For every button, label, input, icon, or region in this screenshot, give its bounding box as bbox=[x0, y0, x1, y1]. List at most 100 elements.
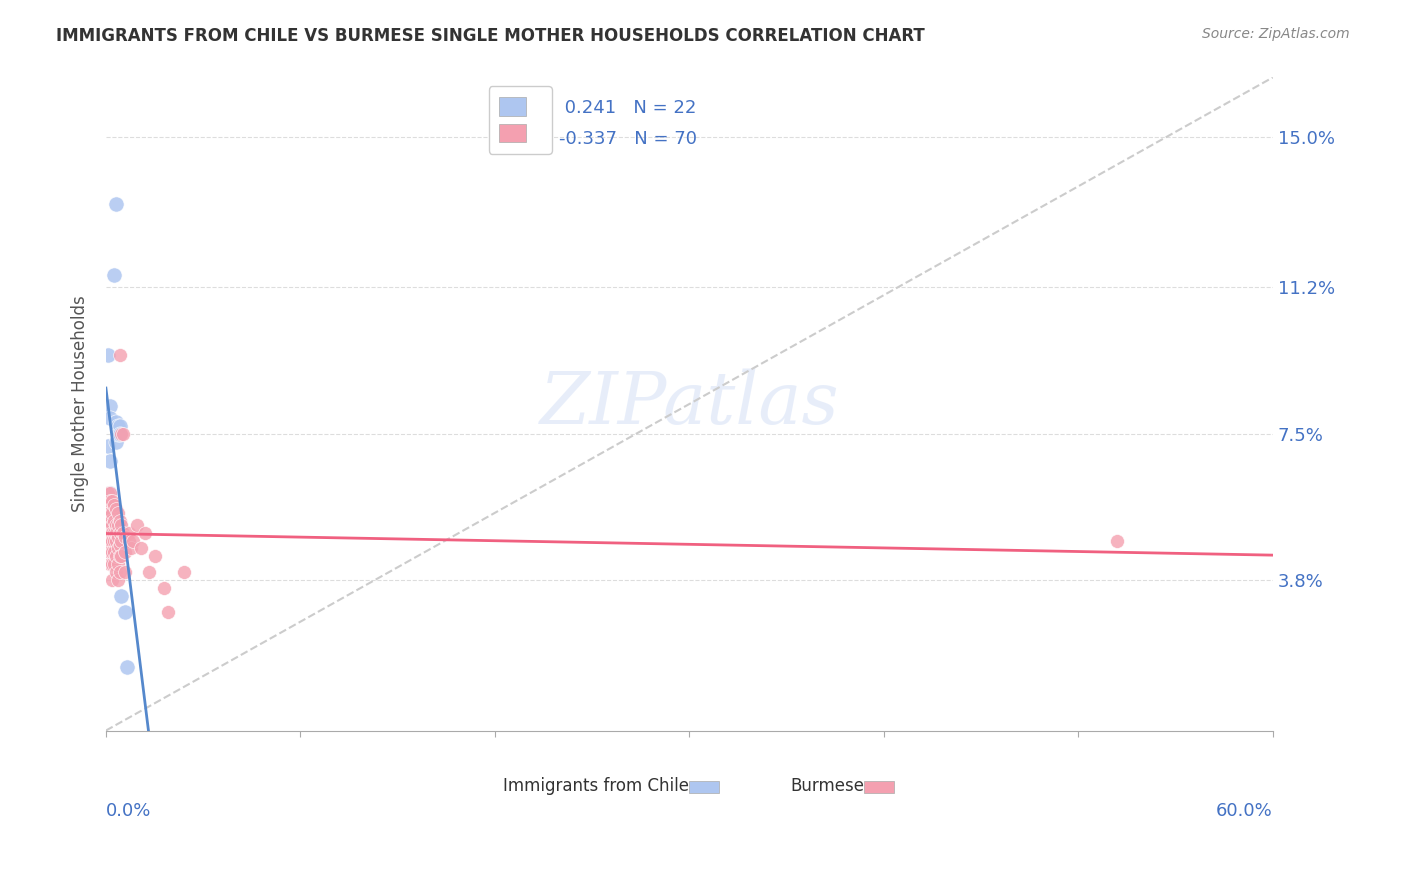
Point bbox=[107, 426, 129, 441]
Point bbox=[98, 545, 121, 559]
Point bbox=[107, 573, 129, 587]
Y-axis label: Single Mother Households: Single Mother Households bbox=[72, 295, 89, 512]
Point bbox=[114, 530, 136, 544]
Point bbox=[97, 486, 120, 500]
Text: 60.0%: 60.0% bbox=[1216, 802, 1272, 820]
Point bbox=[100, 502, 122, 516]
Point bbox=[122, 533, 145, 548]
Point bbox=[114, 545, 136, 559]
Point bbox=[107, 517, 129, 532]
Point bbox=[103, 514, 125, 528]
Point bbox=[134, 525, 156, 540]
Point bbox=[157, 605, 180, 619]
Point bbox=[100, 545, 122, 559]
Point bbox=[108, 566, 131, 580]
Point bbox=[98, 506, 121, 520]
Point bbox=[97, 498, 120, 512]
Point bbox=[108, 347, 131, 361]
Point bbox=[129, 541, 152, 556]
Point bbox=[114, 605, 136, 619]
Point bbox=[97, 517, 120, 532]
Text: Burmese: Burmese bbox=[790, 777, 865, 795]
Point bbox=[100, 494, 122, 508]
Point bbox=[97, 533, 120, 548]
Text: Source: ZipAtlas.com: Source: ZipAtlas.com bbox=[1202, 27, 1350, 41]
Point bbox=[98, 558, 121, 572]
Point bbox=[103, 517, 125, 532]
Point bbox=[108, 426, 131, 441]
Text: R =  0.241   N = 22: R = 0.241 N = 22 bbox=[520, 99, 696, 117]
Point bbox=[114, 566, 136, 580]
Point bbox=[104, 525, 127, 540]
Point bbox=[108, 418, 131, 433]
Point bbox=[104, 549, 127, 564]
Point bbox=[98, 486, 121, 500]
Point bbox=[98, 410, 121, 425]
Point bbox=[108, 537, 131, 551]
Point bbox=[98, 506, 121, 520]
Point bbox=[104, 517, 127, 532]
Point bbox=[98, 494, 121, 508]
Point bbox=[100, 517, 122, 532]
Point bbox=[104, 566, 127, 580]
Point bbox=[107, 530, 129, 544]
FancyBboxPatch shape bbox=[865, 780, 894, 793]
Point bbox=[110, 533, 132, 548]
Point bbox=[104, 502, 127, 516]
Text: ZIPatlas: ZIPatlas bbox=[540, 368, 839, 439]
Point bbox=[97, 347, 120, 361]
Point bbox=[100, 506, 122, 520]
Point bbox=[104, 197, 127, 211]
Point bbox=[97, 530, 120, 544]
Text: IMMIGRANTS FROM CHILE VS BURMESE SINGLE MOTHER HOUSEHOLDS CORRELATION CHART: IMMIGRANTS FROM CHILE VS BURMESE SINGLE … bbox=[56, 27, 925, 45]
Point bbox=[98, 399, 121, 413]
Point bbox=[1107, 533, 1129, 548]
Text: R = -0.337   N = 70: R = -0.337 N = 70 bbox=[520, 130, 697, 148]
Point bbox=[110, 426, 132, 441]
Point bbox=[173, 566, 195, 580]
Point bbox=[104, 434, 127, 449]
Text: 0.0%: 0.0% bbox=[105, 802, 152, 820]
Point bbox=[97, 525, 120, 540]
Point bbox=[107, 558, 129, 572]
Point bbox=[108, 525, 131, 540]
Point bbox=[98, 454, 121, 468]
Point bbox=[103, 506, 125, 520]
Point bbox=[110, 517, 132, 532]
Point bbox=[103, 558, 125, 572]
Point bbox=[108, 549, 131, 564]
Point bbox=[125, 517, 148, 532]
Point bbox=[143, 549, 166, 564]
Point bbox=[103, 268, 125, 283]
Point bbox=[98, 525, 121, 540]
Point bbox=[107, 506, 129, 520]
Point bbox=[104, 415, 127, 429]
Point bbox=[97, 439, 120, 453]
Point bbox=[118, 525, 141, 540]
Point bbox=[107, 418, 129, 433]
Point bbox=[117, 660, 139, 674]
FancyBboxPatch shape bbox=[689, 780, 718, 793]
Point bbox=[98, 514, 121, 528]
Point bbox=[103, 525, 125, 540]
Point bbox=[100, 533, 122, 548]
Point bbox=[98, 533, 121, 548]
Point bbox=[98, 486, 121, 500]
Point bbox=[110, 589, 132, 603]
Text: Immigrants from Chile: Immigrants from Chile bbox=[503, 777, 689, 795]
Point bbox=[97, 506, 120, 520]
Point bbox=[100, 522, 122, 536]
Point bbox=[110, 549, 132, 564]
Point bbox=[120, 541, 142, 556]
Point bbox=[118, 533, 141, 548]
Point bbox=[103, 498, 125, 512]
Point bbox=[112, 525, 135, 540]
Point bbox=[100, 525, 122, 540]
Point bbox=[103, 545, 125, 559]
Point bbox=[108, 514, 131, 528]
Point bbox=[100, 573, 122, 587]
Point bbox=[100, 558, 122, 572]
Legend: , : , bbox=[488, 87, 551, 154]
Point bbox=[153, 581, 176, 595]
Point bbox=[107, 541, 129, 556]
